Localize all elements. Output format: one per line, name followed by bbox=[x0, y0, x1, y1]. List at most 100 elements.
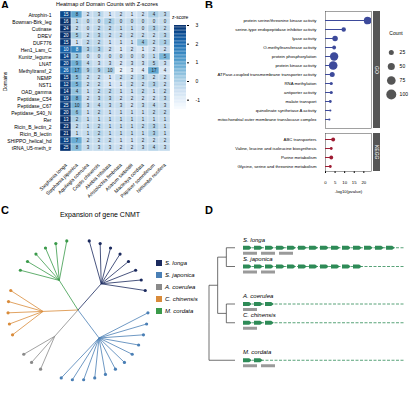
svg-text:1: 1 bbox=[164, 131, 167, 136]
svg-text:1: 1 bbox=[153, 89, 156, 94]
svg-text:Peptidase_C67: Peptidase_C67 bbox=[17, 103, 51, 109]
svg-text:1: 1 bbox=[153, 117, 156, 122]
svg-text:2: 2 bbox=[164, 89, 167, 94]
svg-text:2: 2 bbox=[120, 145, 123, 150]
svg-text:0: 0 bbox=[131, 54, 134, 59]
svg-text:A. coerulea: A. coerulea bbox=[242, 293, 274, 299]
svg-text:1: 1 bbox=[120, 26, 123, 31]
svg-text:19: 19 bbox=[63, 96, 69, 101]
svg-text:2: 2 bbox=[98, 26, 101, 31]
svg-text:Peptidase_S40_N: Peptidase_S40_N bbox=[11, 110, 52, 116]
svg-text:2: 2 bbox=[142, 124, 145, 129]
svg-text:15: 15 bbox=[63, 75, 69, 80]
svg-text:1: 1 bbox=[87, 117, 90, 122]
svg-text:3: 3 bbox=[109, 145, 112, 150]
svg-text:10: 10 bbox=[74, 103, 80, 108]
svg-text:0: 0 bbox=[120, 19, 123, 24]
svg-text:17: 17 bbox=[151, 68, 157, 73]
svg-text:15: 15 bbox=[63, 40, 69, 45]
svg-text:3: 3 bbox=[153, 26, 156, 31]
svg-text:protein serine/threonine kinas: protein serine/threonine kinase activity bbox=[243, 18, 317, 23]
svg-text:NEMP: NEMP bbox=[37, 75, 52, 81]
svg-text:3: 3 bbox=[164, 12, 167, 17]
svg-text:3: 3 bbox=[120, 103, 123, 108]
svg-text:1: 1 bbox=[87, 131, 90, 136]
svg-text:1: 1 bbox=[120, 89, 123, 94]
svg-text:1: 1 bbox=[131, 124, 134, 129]
svg-text:1: 1 bbox=[131, 110, 134, 115]
svg-text:Hen1_Lam_C: Hen1_Lam_C bbox=[21, 47, 52, 53]
svg-text:0: 0 bbox=[196, 78, 199, 84]
svg-text:1: 1 bbox=[142, 110, 145, 115]
svg-text:1: 1 bbox=[142, 47, 145, 52]
svg-text:Peptidase_C54: Peptidase_C54 bbox=[17, 96, 51, 102]
svg-text:DREV: DREV bbox=[38, 33, 53, 39]
svg-text:2: 2 bbox=[87, 82, 90, 87]
svg-text:2: 2 bbox=[87, 33, 90, 38]
svg-text:2: 2 bbox=[131, 47, 134, 52]
svg-text:2: 2 bbox=[131, 145, 134, 150]
svg-text:2: 2 bbox=[98, 82, 101, 87]
svg-text:2: 2 bbox=[153, 96, 156, 101]
svg-text:malate transport: malate transport bbox=[285, 99, 317, 104]
svg-text:SHIPPO_helical_hd: SHIPPO_helical_hd bbox=[7, 138, 51, 144]
svg-text:1: 1 bbox=[76, 131, 79, 136]
svg-text:1: 1 bbox=[87, 89, 90, 94]
svg-text:2: 2 bbox=[164, 82, 167, 87]
svg-text:2: 2 bbox=[109, 19, 112, 24]
svg-text:2: 2 bbox=[109, 89, 112, 94]
svg-text:1: 1 bbox=[153, 54, 156, 59]
svg-text:Expansion of gene CNMT: Expansion of gene CNMT bbox=[60, 211, 141, 219]
svg-text:Domains: Domains bbox=[2, 71, 8, 91]
svg-text:1: 1 bbox=[109, 124, 112, 129]
svg-text:4: 4 bbox=[87, 61, 90, 66]
svg-text:2: 2 bbox=[142, 96, 145, 101]
svg-text:3: 3 bbox=[98, 12, 101, 17]
svg-text:M. cordata: M. cordata bbox=[165, 308, 194, 314]
svg-text:Atrophin-1: Atrophin-1 bbox=[28, 12, 51, 18]
svg-text:5: 5 bbox=[76, 33, 79, 38]
svg-text:LNAT: LNAT bbox=[39, 61, 51, 67]
svg-text:8: 8 bbox=[76, 47, 79, 52]
svg-text:3: 3 bbox=[76, 54, 79, 59]
svg-text:1: 1 bbox=[109, 75, 112, 80]
svg-text:2: 2 bbox=[98, 124, 101, 129]
svg-text:14: 14 bbox=[63, 89, 69, 94]
svg-text:2: 2 bbox=[76, 124, 79, 129]
svg-text:2: 2 bbox=[164, 138, 167, 143]
svg-text:20: 20 bbox=[63, 33, 69, 38]
svg-text:protein phosphorylation: protein phosphorylation bbox=[272, 54, 317, 59]
svg-text:2: 2 bbox=[98, 75, 101, 80]
svg-text:2: 2 bbox=[98, 110, 101, 115]
svg-text:Kunitz_legume: Kunitz_legume bbox=[18, 54, 51, 60]
svg-text:17: 17 bbox=[74, 68, 80, 73]
svg-text:3: 3 bbox=[153, 124, 156, 129]
svg-text:5: 5 bbox=[76, 75, 79, 80]
svg-text:protein kinase activity: protein kinase activity bbox=[275, 63, 317, 68]
svg-text:25: 25 bbox=[400, 49, 406, 55]
svg-text:C. chinensis: C. chinensis bbox=[165, 296, 198, 302]
svg-text:Nelumbo nucifera: Nelumbo nucifera bbox=[135, 162, 167, 194]
svg-text:Glycine, serine and threonine: Glycine, serine and threonine metabolism bbox=[237, 164, 316, 169]
svg-text:1: 1 bbox=[87, 110, 90, 115]
svg-text:9: 9 bbox=[87, 68, 90, 73]
svg-text:3: 3 bbox=[98, 96, 101, 101]
svg-text:2: 2 bbox=[120, 68, 123, 73]
svg-text:5: 5 bbox=[164, 54, 167, 59]
svg-text:1: 1 bbox=[109, 110, 112, 115]
svg-text:2: 2 bbox=[153, 75, 156, 80]
svg-text:21: 21 bbox=[63, 131, 69, 136]
svg-text:2: 2 bbox=[164, 47, 167, 52]
svg-text:14: 14 bbox=[63, 54, 69, 59]
svg-text:1: 1 bbox=[131, 138, 134, 143]
svg-text:2: 2 bbox=[87, 12, 90, 17]
svg-text:2: 2 bbox=[120, 61, 123, 66]
svg-text:3: 3 bbox=[98, 61, 101, 66]
svg-text:4: 4 bbox=[142, 40, 145, 45]
svg-text:Bowman-Birk_leg: Bowman-Birk_leg bbox=[12, 19, 51, 25]
svg-text:2: 2 bbox=[120, 96, 123, 101]
svg-text:3: 3 bbox=[164, 40, 167, 45]
svg-text:1: 1 bbox=[120, 82, 123, 87]
svg-text:1: 1 bbox=[120, 40, 123, 45]
svg-text:3: 3 bbox=[142, 103, 145, 108]
